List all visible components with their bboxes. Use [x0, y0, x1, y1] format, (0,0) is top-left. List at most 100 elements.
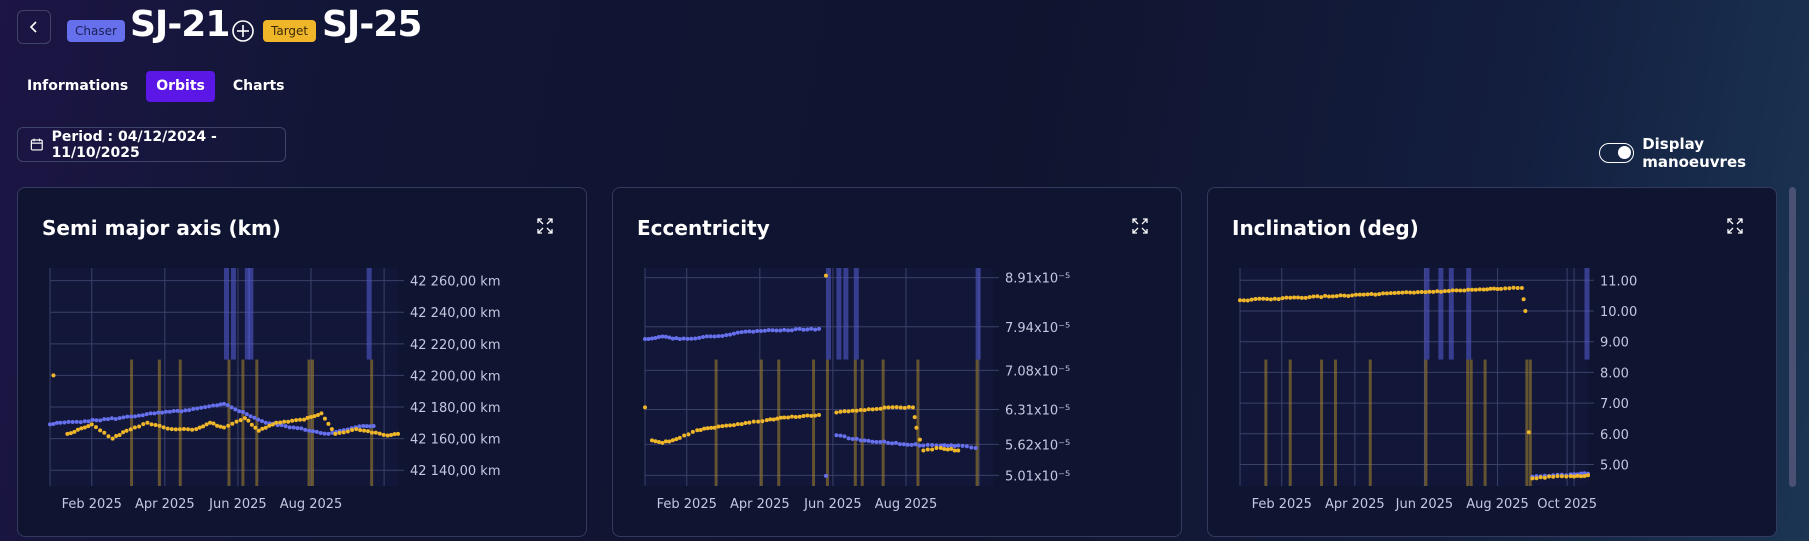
data-point-target [870, 407, 875, 412]
data-point-target [65, 431, 70, 436]
data-point-chaser [156, 410, 161, 415]
data-point-chaser [90, 417, 95, 422]
expand-icon[interactable] [537, 218, 553, 234]
data-point-target [173, 427, 178, 432]
data-point-chaser [203, 405, 208, 410]
expand-icon[interactable] [1727, 218, 1743, 234]
y-tick-label: 7.00 [1600, 397, 1629, 412]
data-point-chaser [175, 408, 180, 413]
data-point-target [1369, 291, 1374, 296]
data-point-target [1466, 287, 1471, 292]
data-point-target [1354, 292, 1358, 297]
data-point-chaser [207, 404, 212, 409]
data-point-target [249, 422, 254, 427]
data-point-target [1350, 293, 1355, 298]
data-point-target [1572, 474, 1577, 479]
manoeuvre-bar-target [759, 359, 763, 486]
data-point-target [739, 422, 744, 427]
data-point-target [809, 413, 814, 418]
data-point-chaser [677, 336, 682, 341]
data-point-chaser [786, 328, 791, 333]
data-point-target [204, 422, 209, 427]
data-point-target [93, 425, 98, 430]
back-button[interactable] [17, 10, 51, 44]
data-point-chaser [218, 402, 223, 407]
data-point-target [934, 446, 939, 451]
data-point-chaser [842, 434, 847, 439]
y-tick-label: 42 160,00 km [410, 433, 501, 448]
data-point-target [1462, 288, 1467, 293]
data-point-target [1470, 287, 1474, 292]
data-point-target [1431, 289, 1436, 294]
data-point-target [1547, 474, 1552, 479]
data-point-target [677, 435, 682, 440]
chart-plot[interactable]: 11.00 10.00 9.00 8.00 7.00 6.00 5.00 Feb 2025 Ap… [1208, 188, 1778, 538]
tab-informations[interactable]: Informations [27, 78, 129, 94]
data-point-chaser [667, 335, 672, 340]
data-point-target [274, 420, 279, 425]
manoeuvre-bar-target [1424, 359, 1428, 486]
data-point-chaser [735, 330, 740, 335]
data-point-target [1249, 297, 1254, 302]
data-point-target [157, 423, 162, 428]
data-point-target [764, 418, 769, 423]
data-point-target [137, 424, 142, 429]
data-point-target [322, 416, 327, 421]
data-point-target [663, 439, 668, 444]
tab-orbits[interactable]: Orbits [146, 71, 215, 102]
data-point-target [1292, 295, 1297, 300]
target-name: SJ-25 [322, 4, 422, 45]
data-point-chaser [48, 422, 52, 427]
chart-plot[interactable]: 42 260,00 km 42 240,00 km 42 220,00 km 42 2… [18, 188, 588, 538]
chart-plot[interactable]: 8.91x10⁻⁵ 7.94x10⁻⁵ 7.08x10⁻⁵ 6.31x10⁻⁵ 5.62… [613, 188, 1183, 538]
data-point-target [1473, 287, 1478, 292]
data-point-target [751, 419, 756, 424]
data-point-target [797, 414, 802, 419]
data-point-target [153, 423, 158, 428]
data-point-chaser [766, 328, 771, 333]
data-point-target [789, 414, 794, 419]
data-point-target [720, 424, 725, 429]
plot-area [1240, 268, 1588, 486]
x-tick-label: Jun 2025 [803, 497, 862, 512]
data-point-target [805, 413, 810, 418]
data-point-chaser [94, 418, 99, 423]
data-point-target [756, 419, 761, 424]
data-point-target [194, 427, 199, 432]
data-point-chaser [797, 326, 802, 331]
manoeuvre-bar-target [1469, 359, 1473, 486]
expand-icon[interactable] [1132, 218, 1148, 234]
data-point-chaser [368, 424, 373, 429]
data-point-target [89, 422, 94, 427]
data-point-chaser [850, 437, 855, 442]
data-point-target [230, 421, 235, 426]
data-point-target [329, 427, 334, 432]
data-point-target [350, 428, 355, 433]
data-point-target [930, 447, 935, 452]
data-point-target [952, 448, 957, 453]
chart-card-eccentricity: Eccentricity 8.91x10⁻⁵ 7.94x10⁻⁵ 7.08x10⁻⁵… [612, 187, 1182, 537]
data-point-target [1450, 288, 1455, 293]
data-point-target [1511, 285, 1516, 290]
tab-bar: Informations Orbits Charts [17, 71, 303, 102]
manoeuvre-bar-target [1264, 359, 1268, 486]
data-point-target [98, 428, 103, 433]
tab-charts[interactable]: Charts [232, 78, 285, 94]
scrollbar[interactable] [1789, 187, 1796, 487]
data-point-target [1503, 286, 1508, 291]
chart-title: Inclination (deg) [1232, 216, 1419, 240]
data-point-target [698, 427, 703, 432]
data-point-chaser [649, 336, 654, 341]
data-point-target [1276, 297, 1281, 302]
data-point-target [298, 417, 303, 422]
data-point-chaser [82, 419, 87, 424]
x-tick-label: Jun 2025 [208, 497, 267, 512]
data-point-target [270, 422, 275, 427]
data-point-chaser [913, 442, 918, 447]
manoeuvres-toggle[interactable] [1599, 143, 1635, 163]
data-point-chaser [663, 334, 668, 339]
manoeuvre-bar-target [714, 359, 718, 486]
data-point-target [75, 427, 80, 432]
period-selector[interactable]: Period : 04/12/2024 - 11/10/2025 [17, 127, 286, 162]
data-point-chaser [813, 327, 818, 332]
